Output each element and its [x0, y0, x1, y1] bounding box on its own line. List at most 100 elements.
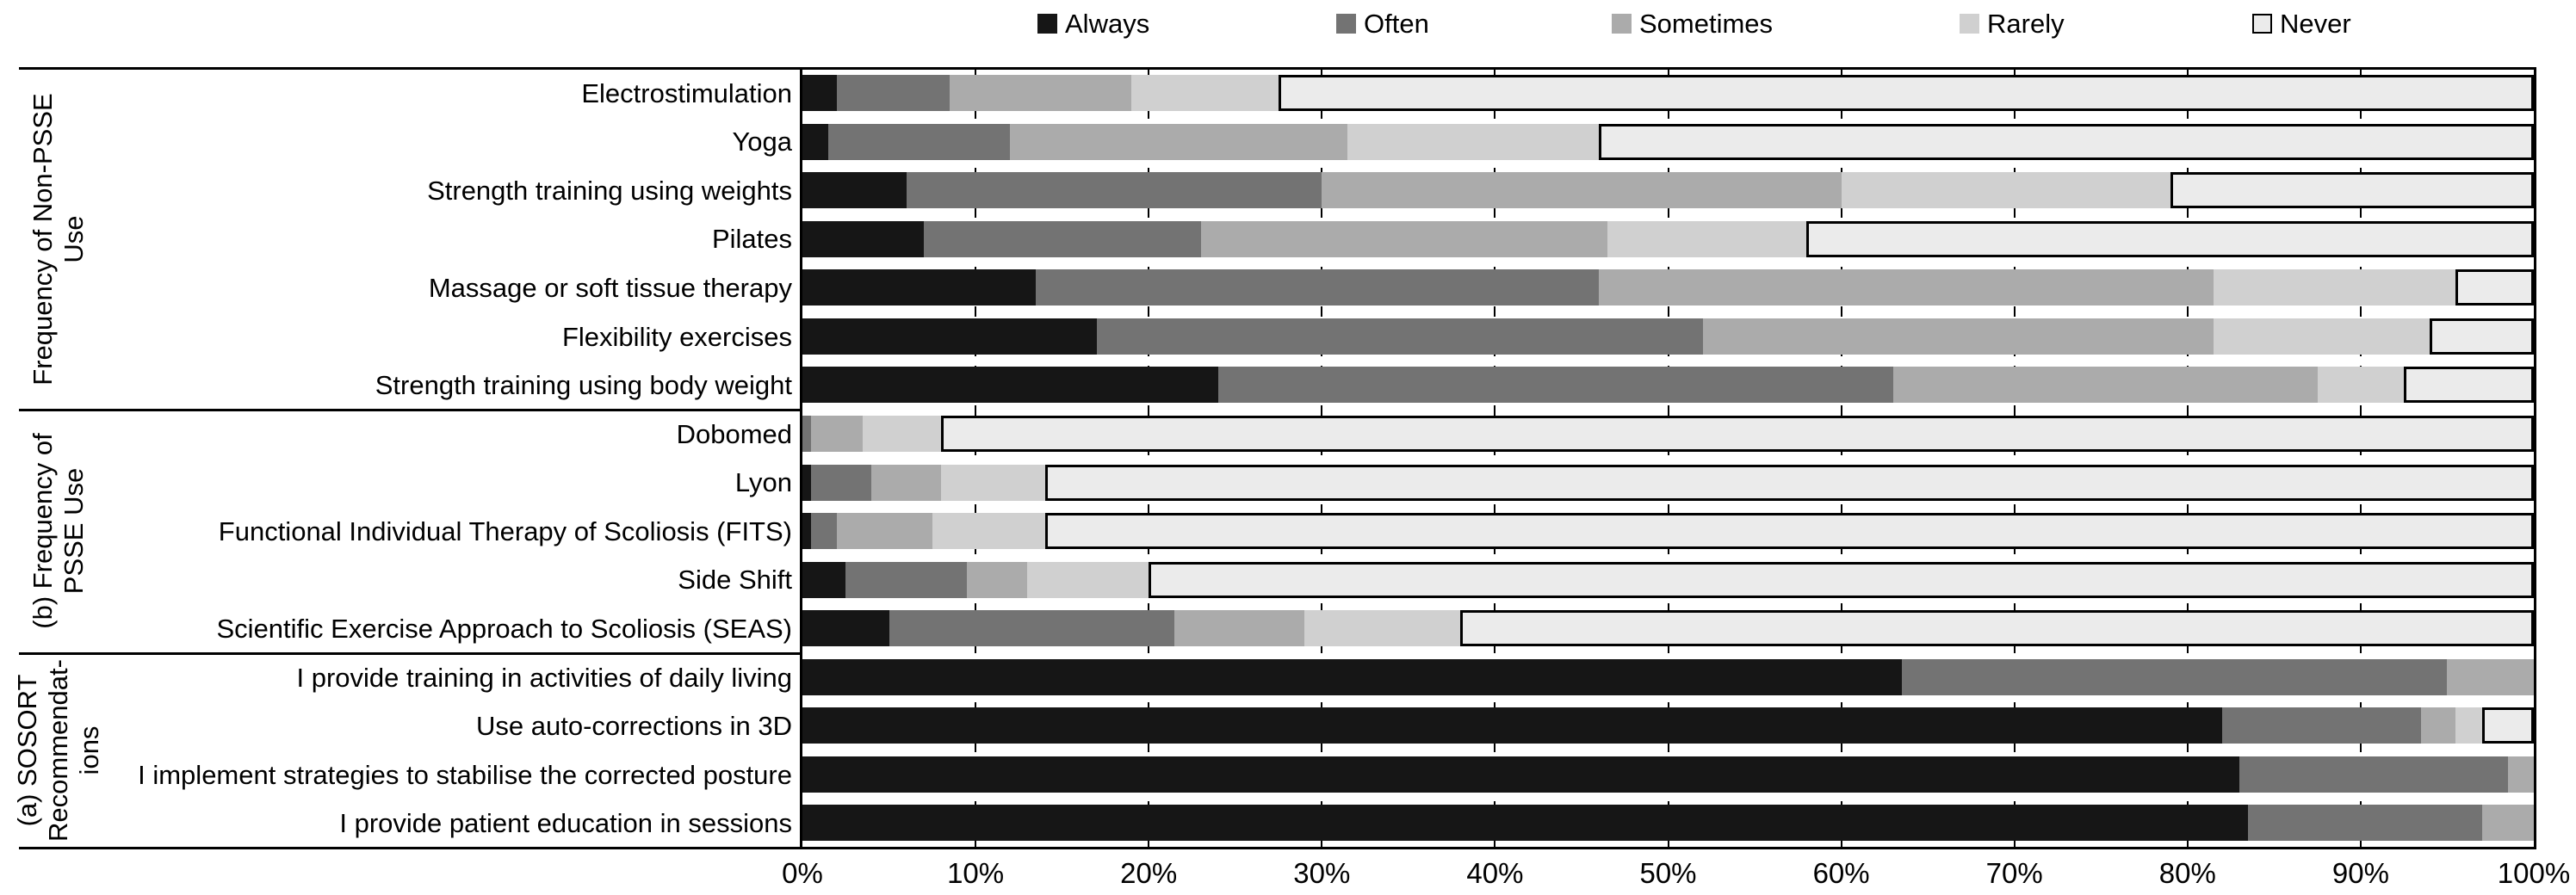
legend-swatch-always-icon — [1037, 14, 1057, 34]
bar-segment-often — [845, 561, 968, 598]
bar-segment-rarely — [1131, 75, 1279, 111]
bar-segment-sometimes — [2421, 707, 2456, 744]
x-tick-label-20: 20% — [1120, 857, 1178, 889]
group-label-section-1: Frequency of Non-PSSE Use — [19, 69, 98, 410]
bar-row — [802, 756, 2534, 793]
legend-item-rarely: Rarely — [1960, 10, 2065, 37]
x-tick-label-30: 30% — [1293, 857, 1351, 889]
bar-segment-sometimes — [2447, 658, 2534, 695]
bar-segment-rarely — [2455, 707, 2482, 744]
bar-segment-always — [802, 756, 2240, 793]
bar-segment-always — [802, 269, 1037, 306]
legend-label-always: Always — [1065, 9, 1150, 39]
category-label: Use auto-corrections in 3D — [476, 711, 792, 742]
category-label: I provide training in activities of dail… — [296, 662, 793, 693]
bar-row — [802, 269, 2534, 306]
bar-segment-never — [1149, 561, 2534, 598]
legend-label-sometimes: Sometimes — [1639, 9, 1774, 39]
x-tick-label-100: 100% — [2497, 857, 2571, 889]
x-tick-label-90: 90% — [2331, 857, 2389, 889]
legend-item-sometimes: Sometimes — [1612, 10, 1773, 37]
x-tick-label-50: 50% — [1639, 857, 1697, 889]
bar-segment-often — [802, 415, 812, 452]
group-label-text: (b) Frequency of PSSE Use — [28, 433, 89, 630]
bar-segment-often — [828, 123, 1011, 160]
bar-segment-often — [923, 220, 1201, 257]
bar-segment-always — [802, 123, 829, 160]
bar-segment-sometimes — [2481, 805, 2534, 842]
bar-segment-often — [1901, 658, 2448, 695]
gridline-40pct — [1494, 69, 1496, 848]
plot-top-border — [19, 67, 2536, 70]
group-label-text: Frequency of Non-PSSE Use — [28, 93, 89, 386]
bar-segment-always — [802, 561, 846, 598]
bar-segment-rarely — [1304, 610, 1461, 647]
bar-segment-rarely — [2213, 318, 2430, 355]
legend-swatch-sometimes-icon — [1612, 14, 1632, 34]
x-tick-label-80: 80% — [2158, 857, 2216, 889]
bar-segment-often — [1096, 318, 1703, 355]
group-label-section-2: (b) Frequency of PSSE Use — [19, 410, 98, 653]
bar-row — [802, 367, 2534, 404]
bar-segment-sometimes — [1200, 220, 1608, 257]
section-divider-1 — [19, 408, 802, 411]
category-label: I provide patient education in sessions — [339, 808, 792, 839]
bar-segment-sometimes — [949, 75, 1132, 111]
bar-segment-always — [802, 513, 812, 550]
bar-segment-often — [889, 610, 1175, 647]
legend-label-never: Never — [2280, 9, 2351, 39]
bar-segment-often — [1217, 367, 1893, 404]
bar-segment-rarely — [1027, 561, 1149, 598]
bar-row — [802, 415, 2534, 452]
bar-segment-never — [940, 415, 2534, 452]
bar-segment-sometimes — [1892, 367, 2318, 404]
bar-segment-sometimes — [967, 561, 1028, 598]
bar-segment-sometimes — [1322, 172, 1842, 209]
legend-swatch-rarely-icon — [1960, 14, 1979, 34]
bar-row — [802, 610, 2534, 647]
category-label: Scientific Exercise Approach to Scoliosi… — [216, 613, 793, 644]
category-label: Yoga — [732, 127, 792, 157]
bar-segment-rarely — [2317, 367, 2405, 404]
bar-segment-never — [1278, 75, 2534, 111]
bar-row — [802, 561, 2534, 598]
bar-segment-never — [2404, 367, 2534, 404]
gridline-50pct — [1667, 69, 1669, 848]
bar-segment-never — [1044, 513, 2534, 550]
legend-item-always: Always — [1037, 10, 1149, 37]
bar-segment-never — [2430, 318, 2534, 355]
gridline-70pct — [2013, 69, 2016, 848]
bar-segment-rarely — [940, 464, 1045, 501]
group-label-section-3: (a) SOSORT Recommendat- ions — [12, 653, 104, 848]
bar-segment-sometimes — [1702, 318, 2214, 355]
x-tick-label-60: 60% — [1812, 857, 1870, 889]
plot-right-border — [2534, 69, 2536, 848]
bar-row — [802, 658, 2534, 695]
group-label-text: (a) SOSORT Recommendat- ions — [12, 658, 104, 842]
bar-segment-often — [1036, 269, 1600, 306]
legend-label-often: Often — [1364, 9, 1429, 39]
gridline-80pct — [2186, 69, 2189, 848]
gridline-20pct — [1148, 69, 1150, 848]
legend-label-rarely: Rarely — [1987, 9, 2065, 39]
bar-segment-always — [802, 172, 907, 209]
bar-segment-often — [811, 464, 872, 501]
legend-item-often: Often — [1336, 10, 1429, 37]
category-label: Electrostimulation — [581, 77, 792, 108]
category-label: I implement strategies to stabilise the … — [138, 759, 792, 790]
gridline-60pct — [1840, 69, 1842, 848]
category-label: Strength training using body weight — [375, 370, 792, 401]
bar-segment-rarely — [932, 513, 1045, 550]
bar-row — [802, 707, 2534, 744]
bar-segment-always — [802, 464, 812, 501]
bar-row — [802, 805, 2534, 842]
bar-row — [802, 220, 2534, 257]
bar-segment-rarely — [2213, 269, 2456, 306]
bar-segment-always — [802, 610, 889, 647]
bar-segment-always — [802, 220, 924, 257]
bar-segment-always — [802, 75, 838, 111]
bar-segment-sometimes — [2507, 756, 2534, 793]
bar-segment-often — [837, 75, 950, 111]
category-label: Massage or soft tissue therapy — [428, 273, 792, 304]
bar-segment-sometimes — [871, 464, 941, 501]
